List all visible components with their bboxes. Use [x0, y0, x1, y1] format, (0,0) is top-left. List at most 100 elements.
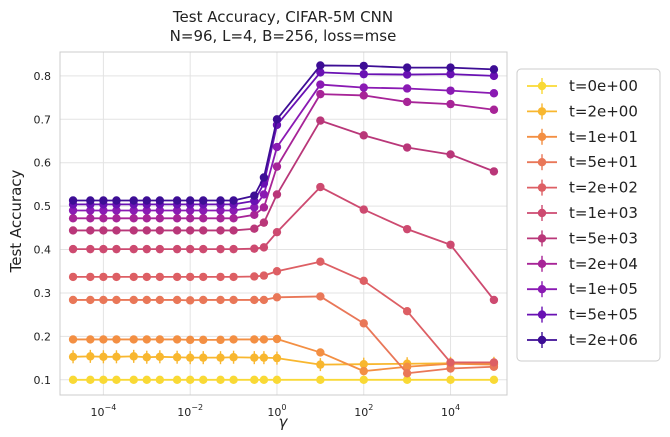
data-point — [259, 375, 269, 385]
data-point — [185, 272, 195, 282]
data-point — [86, 244, 95, 254]
data-point — [489, 295, 499, 305]
x-tick-label: 100 — [267, 403, 286, 419]
data-point — [142, 244, 151, 254]
data-point — [86, 214, 95, 223]
data-point — [199, 353, 208, 362]
data-point — [199, 375, 208, 385]
data-point — [250, 272, 259, 281]
data-point — [489, 167, 499, 176]
data-point — [359, 359, 368, 369]
data-point — [229, 375, 238, 385]
data-point — [172, 196, 182, 205]
data-point — [402, 143, 412, 152]
data-point — [446, 240, 455, 249]
data-point — [112, 295, 121, 305]
data-point — [129, 244, 138, 254]
legend-item: t=1e+01 — [527, 128, 638, 146]
data-point — [99, 244, 108, 254]
data-point — [172, 214, 182, 223]
data-point — [216, 214, 225, 223]
series-t=0e+00 — [68, 375, 499, 385]
data-point — [402, 362, 412, 371]
data-point — [272, 293, 282, 302]
data-point — [199, 226, 208, 235]
data-point — [199, 214, 208, 223]
data-point — [142, 375, 151, 385]
data-point — [250, 335, 259, 344]
series-t=5e+03 — [68, 116, 499, 235]
data-point — [316, 348, 325, 357]
data-point — [86, 272, 95, 282]
data-point — [259, 173, 269, 182]
data-point — [172, 353, 182, 362]
legend-label: t=1e+01 — [569, 128, 638, 146]
data-point — [112, 196, 121, 205]
data-point — [316, 116, 325, 125]
data-point — [99, 196, 108, 205]
data-point — [99, 295, 108, 305]
data-point — [155, 375, 165, 385]
data-point — [216, 244, 225, 254]
data-point — [142, 335, 151, 344]
legend-marker — [537, 132, 547, 141]
data-point — [250, 203, 259, 212]
legend-marker — [537, 259, 547, 268]
data-point — [172, 226, 182, 235]
tick-labels: 10−4 10−2 100 102 104 0.1 0.2 0.3 0.4 0.5 0.6 0.7 0.… — [34, 70, 461, 419]
data-point — [259, 190, 269, 199]
data-point — [359, 205, 368, 214]
legend-marker — [537, 234, 547, 243]
data-point — [272, 375, 282, 385]
data-point — [446, 63, 455, 72]
data-point — [259, 295, 269, 305]
data-point — [172, 295, 182, 305]
series-layer — [68, 61, 499, 385]
data-point — [316, 61, 325, 70]
data-point — [68, 295, 78, 305]
legend-marker — [537, 158, 547, 167]
data-point — [402, 70, 412, 79]
data-point — [359, 61, 368, 71]
data-point — [316, 89, 325, 99]
legend-label: t=1e+05 — [569, 280, 638, 298]
data-point — [489, 375, 499, 385]
data-point — [129, 335, 138, 344]
y-tick-label: 0.5 — [34, 200, 52, 213]
legend-label: t=5e+03 — [569, 229, 638, 247]
data-point — [142, 295, 151, 305]
data-point — [489, 358, 499, 367]
data-point — [199, 272, 208, 282]
data-point — [316, 257, 325, 266]
data-point — [199, 295, 208, 305]
data-point — [359, 83, 368, 92]
data-point — [155, 214, 165, 223]
data-point — [272, 115, 282, 124]
data-point — [129, 196, 138, 205]
data-point — [272, 142, 282, 152]
data-point — [112, 272, 121, 282]
data-point — [142, 196, 151, 205]
data-point — [99, 335, 108, 344]
data-point — [112, 226, 121, 235]
data-point — [359, 91, 368, 100]
data-point — [142, 206, 151, 215]
data-point — [99, 226, 108, 235]
x-axis-label: γ — [279, 413, 289, 431]
data-point — [185, 353, 195, 362]
data-point — [229, 295, 238, 305]
legend-item: t=2e+02 — [527, 179, 638, 197]
data-point — [402, 63, 412, 72]
data-point — [250, 295, 259, 305]
data-point — [68, 214, 78, 223]
data-point — [402, 224, 412, 234]
data-point — [250, 353, 259, 362]
data-point — [259, 203, 269, 212]
y-tick-label: 0.1 — [34, 374, 52, 387]
data-point — [316, 360, 325, 369]
data-point — [489, 89, 499, 98]
data-point — [112, 352, 121, 361]
data-point — [142, 353, 151, 362]
data-point — [250, 244, 259, 253]
data-point — [316, 182, 325, 192]
